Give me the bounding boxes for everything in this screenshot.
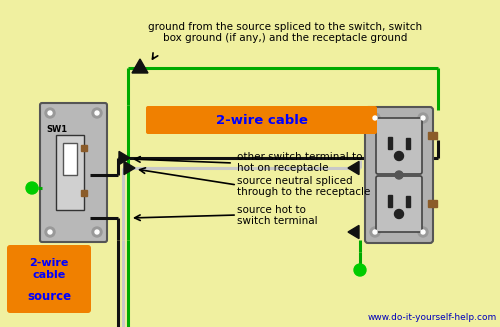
Circle shape — [95, 111, 99, 115]
Bar — [81, 190, 87, 196]
Bar — [56, 135, 84, 210]
Text: 2-wire
cable: 2-wire cable — [30, 258, 68, 280]
Bar — [63, 143, 77, 175]
Polygon shape — [348, 162, 359, 175]
Text: source neutral spliced: source neutral spliced — [237, 176, 352, 186]
Circle shape — [395, 171, 403, 179]
Circle shape — [394, 210, 404, 218]
Circle shape — [418, 113, 428, 123]
FancyBboxPatch shape — [376, 176, 422, 232]
FancyBboxPatch shape — [365, 107, 433, 243]
Text: hot on receptacle: hot on receptacle — [237, 163, 328, 173]
Bar — [406, 196, 410, 207]
Polygon shape — [124, 162, 135, 175]
Circle shape — [95, 230, 99, 234]
Circle shape — [418, 227, 428, 237]
Circle shape — [421, 116, 425, 120]
Bar — [406, 138, 410, 149]
Text: other switch terminal to: other switch terminal to — [237, 152, 362, 162]
Polygon shape — [132, 59, 148, 73]
Circle shape — [373, 230, 377, 234]
Circle shape — [373, 116, 377, 120]
FancyBboxPatch shape — [7, 245, 91, 313]
Circle shape — [354, 264, 366, 276]
Bar — [428, 132, 437, 139]
Text: switch terminal: switch terminal — [237, 216, 318, 226]
Bar — [388, 137, 392, 149]
Polygon shape — [119, 151, 130, 164]
Polygon shape — [348, 225, 359, 239]
Circle shape — [421, 230, 425, 234]
Circle shape — [48, 230, 52, 234]
Bar — [388, 195, 392, 207]
Circle shape — [48, 111, 52, 115]
Circle shape — [370, 113, 380, 123]
Circle shape — [370, 227, 380, 237]
Text: through to the receptacle: through to the receptacle — [237, 187, 370, 197]
Bar — [81, 145, 87, 151]
FancyBboxPatch shape — [376, 118, 422, 174]
FancyBboxPatch shape — [146, 106, 377, 134]
Circle shape — [26, 182, 38, 194]
Text: SW1: SW1 — [46, 125, 67, 134]
Text: source: source — [27, 290, 71, 303]
Text: source hot to: source hot to — [237, 205, 306, 215]
Text: www.do-it-yourself-help.com: www.do-it-yourself-help.com — [368, 313, 497, 322]
FancyBboxPatch shape — [40, 103, 107, 242]
Circle shape — [394, 151, 404, 161]
Text: box ground (if any,) and the receptacle ground: box ground (if any,) and the receptacle … — [163, 33, 407, 43]
Circle shape — [92, 108, 102, 118]
Text: 2-wire cable: 2-wire cable — [216, 113, 308, 127]
Circle shape — [45, 108, 55, 118]
Bar — [428, 200, 437, 207]
Text: ground from the source spliced to the switch, switch: ground from the source spliced to the sw… — [148, 22, 422, 32]
Circle shape — [45, 227, 55, 237]
Circle shape — [92, 227, 102, 237]
